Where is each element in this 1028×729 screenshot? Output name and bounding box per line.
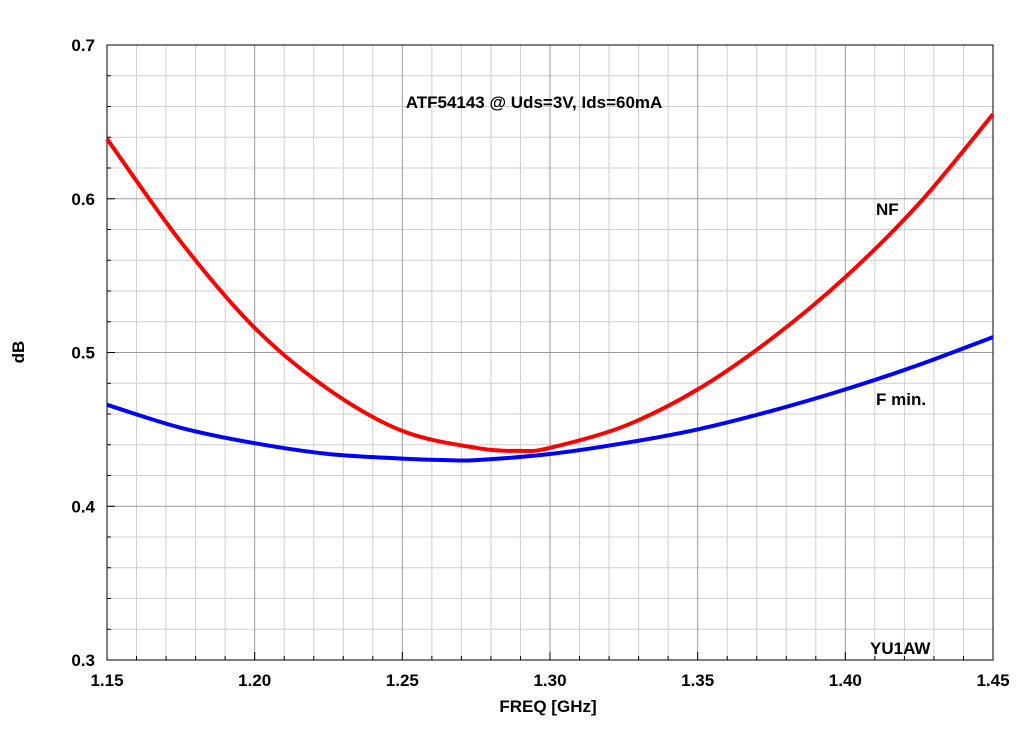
annotation-author: YU1AW [870,639,931,658]
y-tick-label: 0.7 [71,36,95,55]
series-lines [105,112,995,463]
series-label-fmin: F min. [876,390,926,409]
y-tick-label: 0.5 [71,344,95,363]
x-tick-label: 1.45 [976,671,1009,690]
x-tick-label: 1.25 [386,671,419,690]
x-tick-label: 1.40 [829,671,862,690]
x-tick-label: 1.35 [681,671,714,690]
series-label-nf: NF [876,200,899,219]
x-tick-label: 1.15 [90,671,123,690]
y-tick-label: 0.4 [71,497,95,516]
x-axis-label: FREQ [GHz] [499,697,596,716]
x-tick-label: 1.20 [238,671,271,690]
x-axis-tick-labels: 1.15 1.20 1.25 1.30 1.35 1.40 1.45 [90,671,1009,690]
x-tick-label: 1.30 [533,671,566,690]
plot-area-frame [106,44,994,661]
y-tick-label: 0.6 [71,190,95,209]
y-axis-tick-labels: 0.3 0.4 0.5 0.6 0.7 [71,36,95,670]
y-tick-label: 0.3 [71,651,95,670]
y-axis-label: dB [9,341,28,364]
chart-title: ATF54143 @ Uds=3V, Ids=60mA [406,93,663,112]
series-line-nf [105,112,995,454]
series-line-fmin [106,335,994,463]
